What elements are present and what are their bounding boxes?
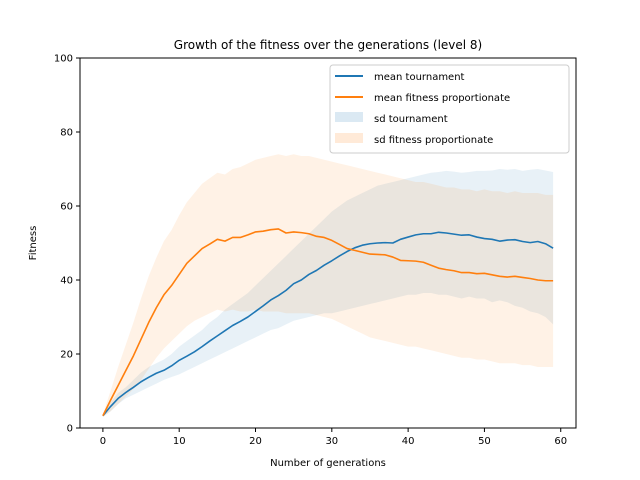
- x-axis-title: Number of generations: [270, 458, 386, 469]
- x-axis-ticks: 0 10 20 30 40 50 60: [100, 428, 567, 447]
- x-tick-label: 50: [478, 436, 491, 447]
- y-tick-label: 20: [60, 350, 73, 361]
- chart-title: Growth of the fitness over the generatio…: [174, 38, 482, 52]
- band-sd-fitness-proportionate: [102, 154, 554, 417]
- x-tick-label: 0: [100, 436, 106, 447]
- legend-box: [329, 64, 570, 154]
- x-tick-label: 10: [173, 436, 186, 447]
- y-axis-title: Fitness: [28, 226, 39, 261]
- legend-swatch-sd-tournament: [335, 112, 363, 122]
- x-tick-label: 40: [402, 436, 415, 447]
- x-tick-label: 20: [249, 436, 262, 447]
- y-axis-ticks: 0 20 40 60 80 100: [54, 54, 80, 435]
- y-tick-label: 80: [60, 128, 73, 139]
- plot-frame: [79, 57, 577, 429]
- legend: mean tournament mean fitness proportiona…: [329, 64, 570, 154]
- line-mean-tournament: [102, 231, 554, 417]
- legend-label-mean-tournament: mean tournament: [374, 72, 465, 83]
- mean-lines: [102, 228, 554, 417]
- legend-label-sd-fitness-proportionate: sd fitness proportionate: [374, 135, 493, 146]
- legend-label-sd-tournament: sd tournament: [374, 114, 448, 125]
- line-mean-fitness-proportionate: [102, 228, 554, 417]
- legend-swatch-sd-fitness-proportionate: [335, 133, 363, 143]
- y-tick-label: 0: [67, 424, 73, 435]
- y-tick-label: 100: [54, 54, 73, 65]
- legend-label-mean-fitness-proportionate: mean fitness proportionate: [374, 93, 510, 104]
- sd-bands: [102, 154, 554, 417]
- x-tick-label: 60: [554, 436, 567, 447]
- y-tick-label: 60: [60, 202, 73, 213]
- band-sd-tournament: [102, 169, 554, 417]
- x-tick-label: 30: [325, 436, 338, 447]
- y-tick-label: 40: [60, 276, 73, 287]
